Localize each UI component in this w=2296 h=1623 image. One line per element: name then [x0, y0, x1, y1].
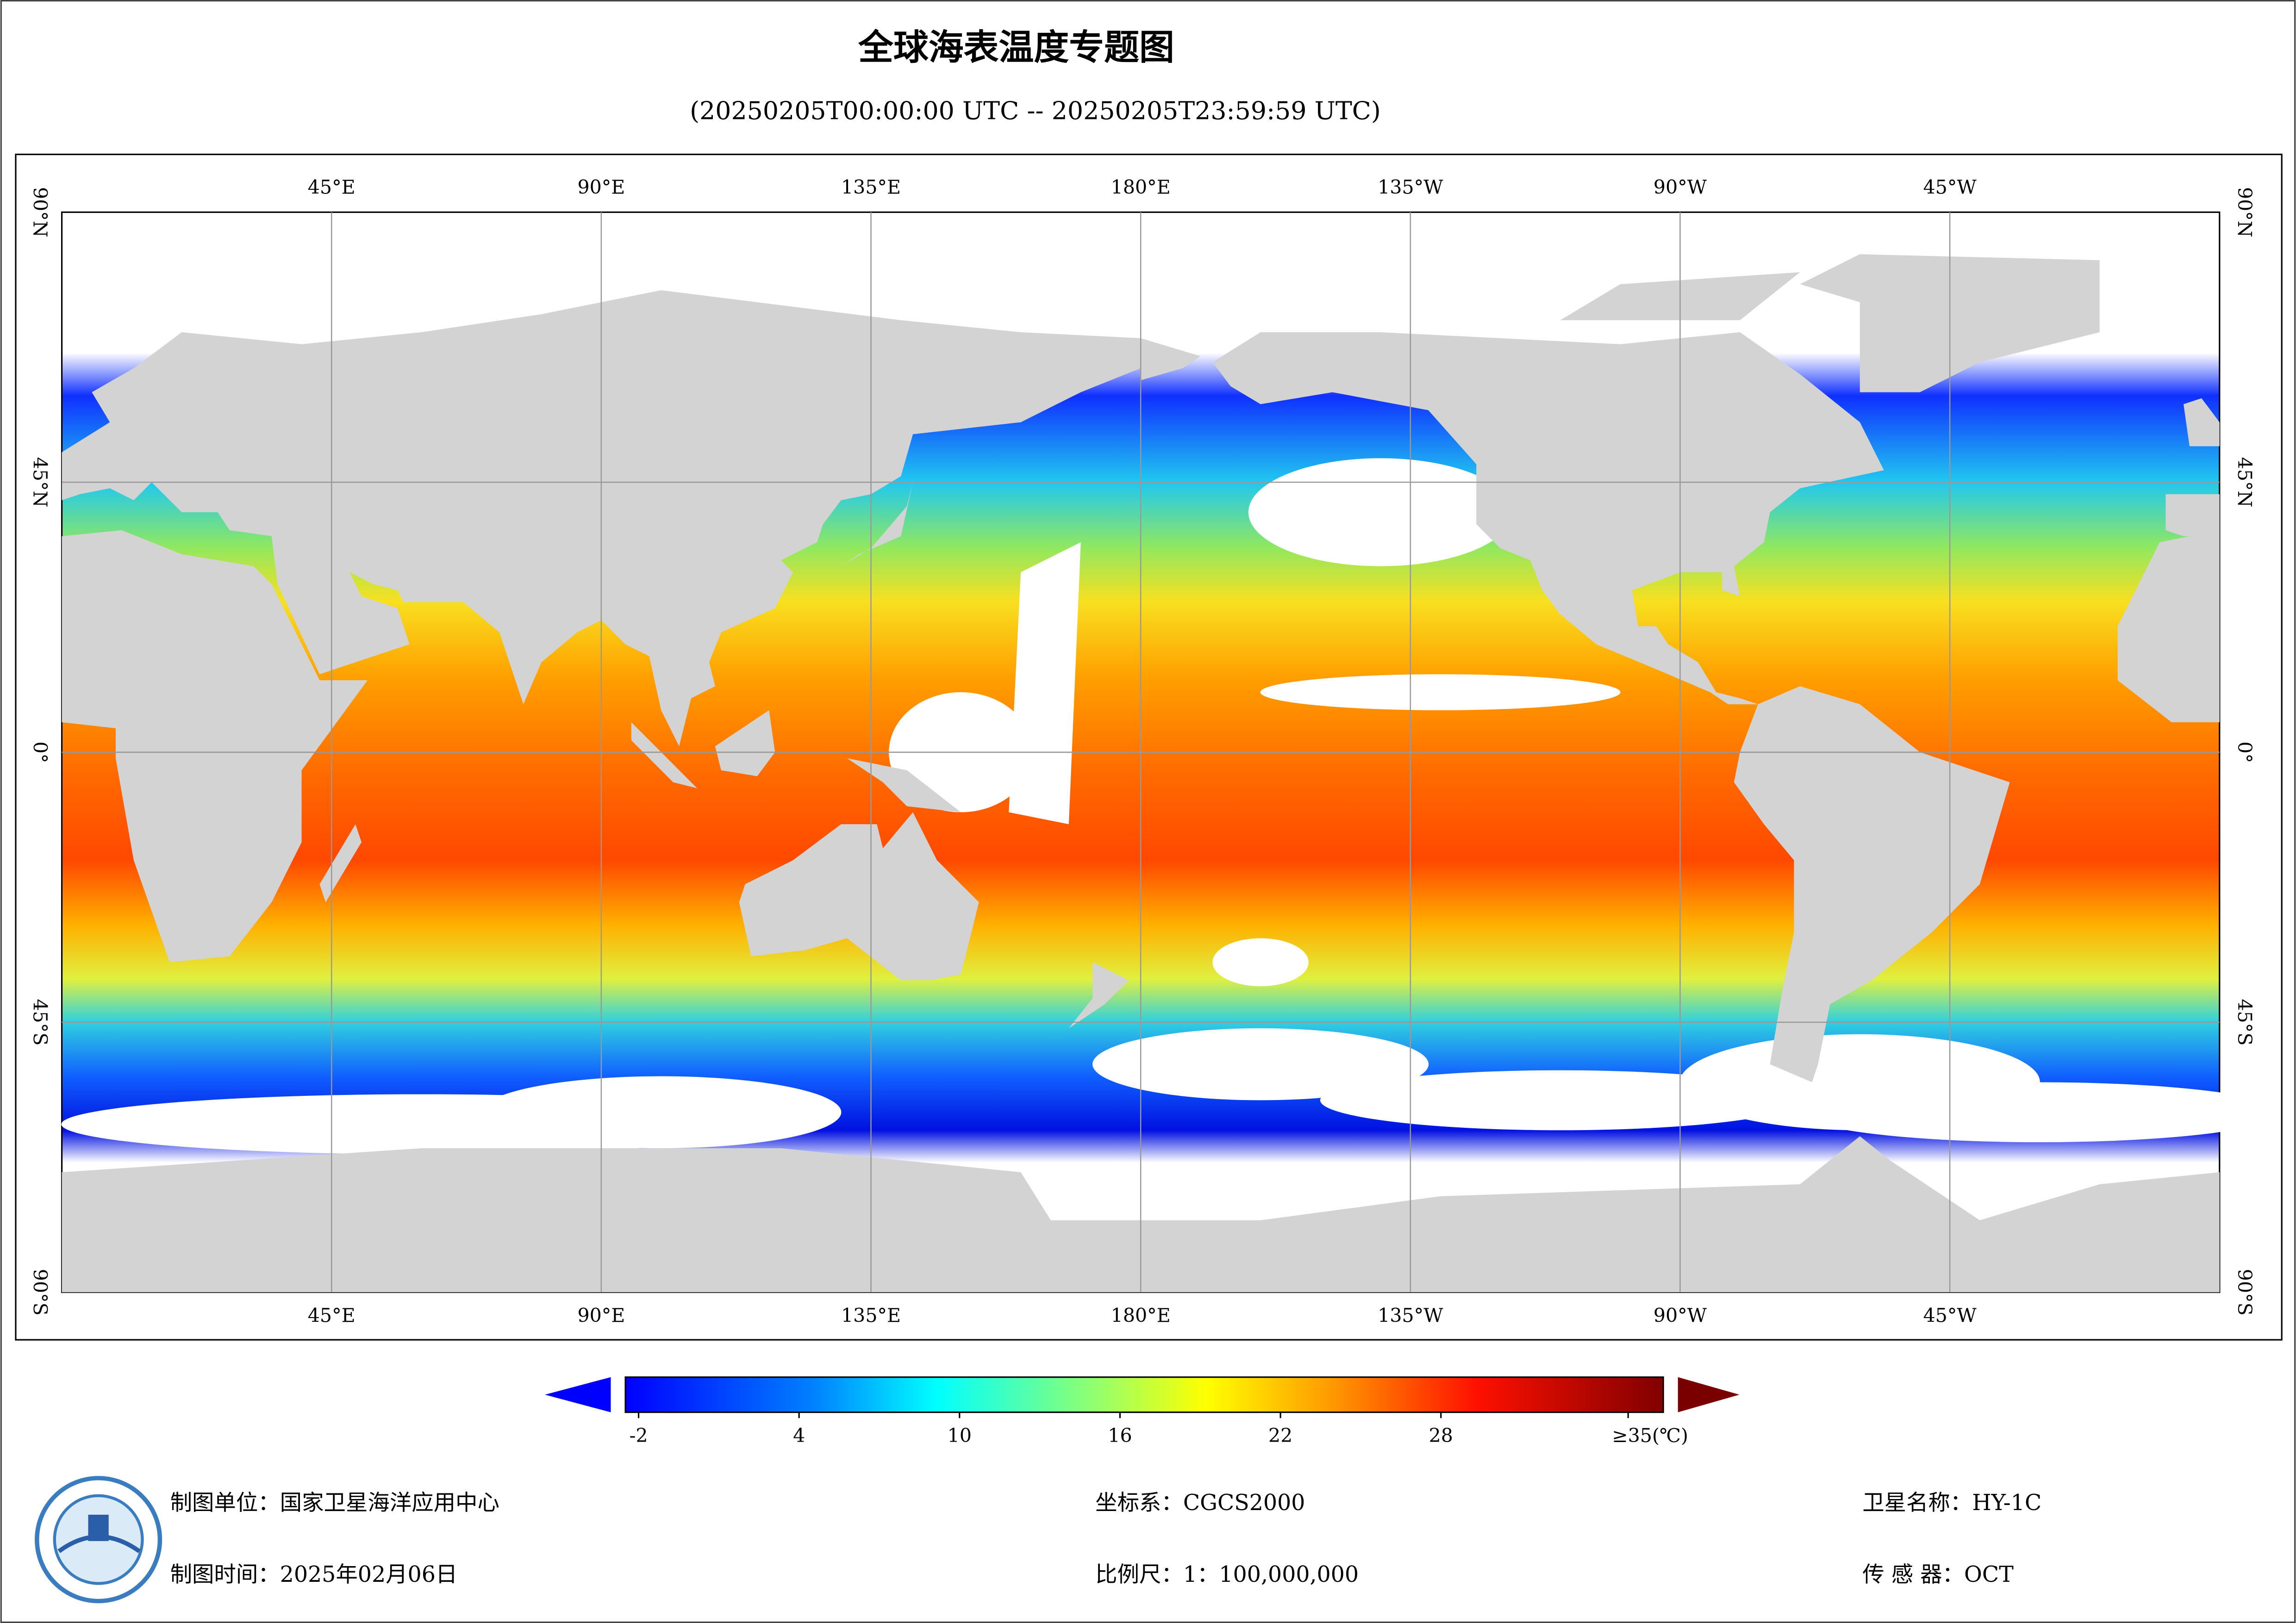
lon-label-bottom: 45°W [1923, 1305, 1977, 1327]
subtitle: (20250205T00:00:00 UTC -- 20250205T23:59… [690, 96, 1381, 125]
cloud [481, 1076, 842, 1149]
land [2117, 536, 2220, 722]
colorbar-label: 16 [1108, 1424, 1132, 1447]
lat-label-left: 90°S [29, 1269, 51, 1316]
land [62, 530, 368, 963]
colorbar-label: 28 [1429, 1424, 1453, 1447]
lon-label-bottom: 90°W [1653, 1305, 1707, 1327]
cloud [1260, 674, 1621, 710]
lon-label-top: 45°W [1923, 176, 1977, 198]
lat-label-right: 45°S [2234, 999, 2256, 1045]
lat-label-right: 45°N [2234, 457, 2256, 508]
map-frame [15, 154, 2283, 1341]
colorbar-label: 4 [793, 1424, 805, 1447]
lat-label-right: 90°N [2234, 187, 2256, 237]
missing-data [1009, 542, 1081, 825]
satellite: 卫星名称：HY-1C [1862, 1490, 2041, 1516]
lon-label-top: 180°E [1111, 176, 1171, 198]
land [715, 710, 775, 777]
logo [35, 1476, 162, 1604]
lat-label-left: 45°N [29, 457, 51, 508]
lon-label-bottom: 180°E [1111, 1305, 1171, 1327]
lon-label-top: 90°W [1653, 176, 1707, 198]
land [1734, 686, 2010, 1082]
colorbar-label: -2 [629, 1424, 648, 1447]
lon-label-bottom: 90°E [577, 1305, 625, 1327]
land [319, 824, 362, 902]
lat-label-left: 90°N [29, 187, 51, 237]
lat-label-right: 90°S [2234, 1269, 2256, 1316]
lat-label-left: 0° [29, 741, 51, 763]
colorbar [624, 1376, 1664, 1413]
colorbar-label: 10 [948, 1424, 972, 1447]
land [1141, 338, 1201, 380]
sensor: 传 感 器：OCT [1862, 1562, 2014, 1587]
lat-label-left: 45°S [29, 999, 51, 1045]
lat-label-right: 0° [2234, 741, 2256, 763]
lon-label-bottom: 135°W [1378, 1305, 1443, 1327]
land [1068, 962, 1129, 1028]
cloud [1799, 1082, 2280, 1143]
lon-label-top: 45°E [308, 176, 356, 198]
cloud [1212, 938, 1309, 987]
land [2165, 494, 2220, 536]
colorbar-under [545, 1377, 611, 1412]
map [61, 211, 2280, 1293]
colorbar-over [1678, 1377, 1740, 1412]
cloud [1248, 458, 1513, 566]
cloud [1092, 1028, 1429, 1101]
colorbar-label: 22 [1268, 1424, 1292, 1447]
land [739, 812, 979, 981]
lon-label-top: 135°E [841, 176, 901, 198]
land [841, 482, 913, 566]
crs: 坐标系：CGCS2000 [1095, 1490, 1305, 1516]
colorbar-label: ≥35(℃) [1612, 1424, 1688, 1447]
title: 全球海表温度专题图 [858, 27, 1174, 68]
lon-label-top: 135°W [1378, 176, 1443, 198]
date: 制图时间：2025年02月06日 [170, 1562, 458, 1587]
lon-label-top: 90°E [577, 176, 625, 198]
land [2184, 398, 2220, 447]
scale: 比例尺：1：100,000,000 [1095, 1562, 1359, 1587]
land [847, 758, 961, 813]
lon-label-bottom: 45°E [308, 1305, 356, 1327]
lon-label-bottom: 135°E [841, 1305, 901, 1327]
land [1212, 332, 1884, 704]
agency: 制图单位：国家卫星海洋应用中心 [170, 1490, 499, 1516]
